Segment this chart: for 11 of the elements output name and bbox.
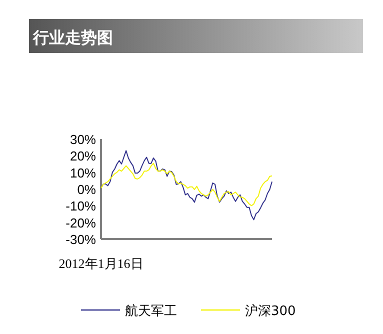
y-tick-label: -30% <box>66 232 96 247</box>
y-tick-label: 0% <box>77 182 96 197</box>
chart-title: 行业走势图 <box>32 28 113 47</box>
x-tick-label: 2012年1月16日 <box>58 256 144 271</box>
y-tick-label: 20% <box>70 148 96 164</box>
y-tick-label: 10% <box>70 165 96 180</box>
y-tick-label: 30% <box>70 132 96 147</box>
legend-label: 沪深300 <box>245 303 296 319</box>
y-tick-label: -10% <box>66 198 96 214</box>
legend-label: 航天军工 <box>125 304 177 319</box>
y-tick-label: -20% <box>66 215 96 230</box>
